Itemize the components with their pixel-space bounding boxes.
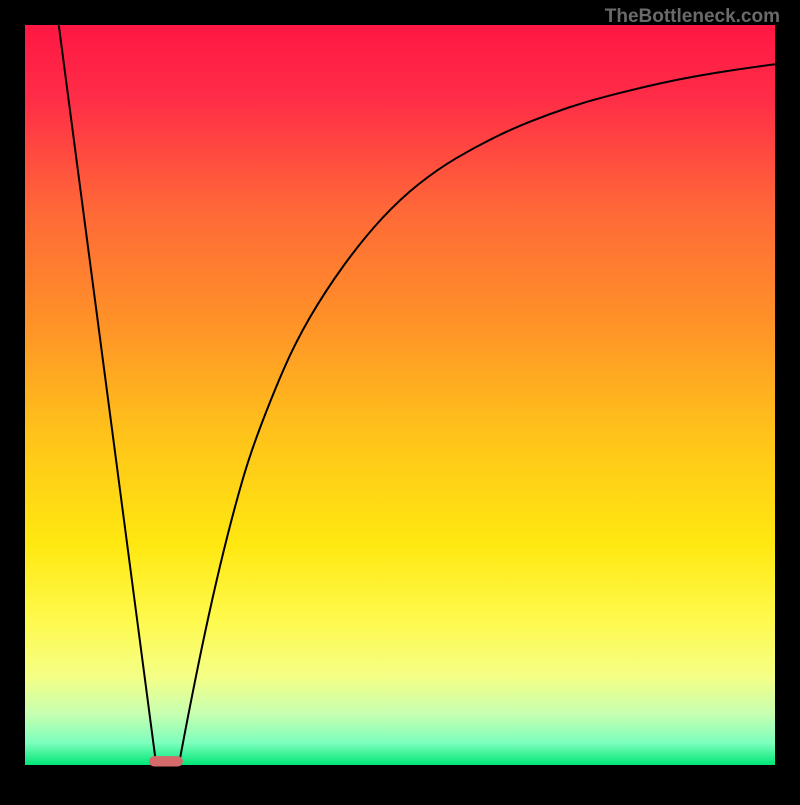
watermark-text: TheBottleneck.com (605, 6, 780, 28)
chart-svg (0, 0, 800, 800)
bottleneck-chart (0, 0, 800, 800)
optimal-marker (149, 756, 183, 766)
gradient-background (25, 25, 775, 765)
